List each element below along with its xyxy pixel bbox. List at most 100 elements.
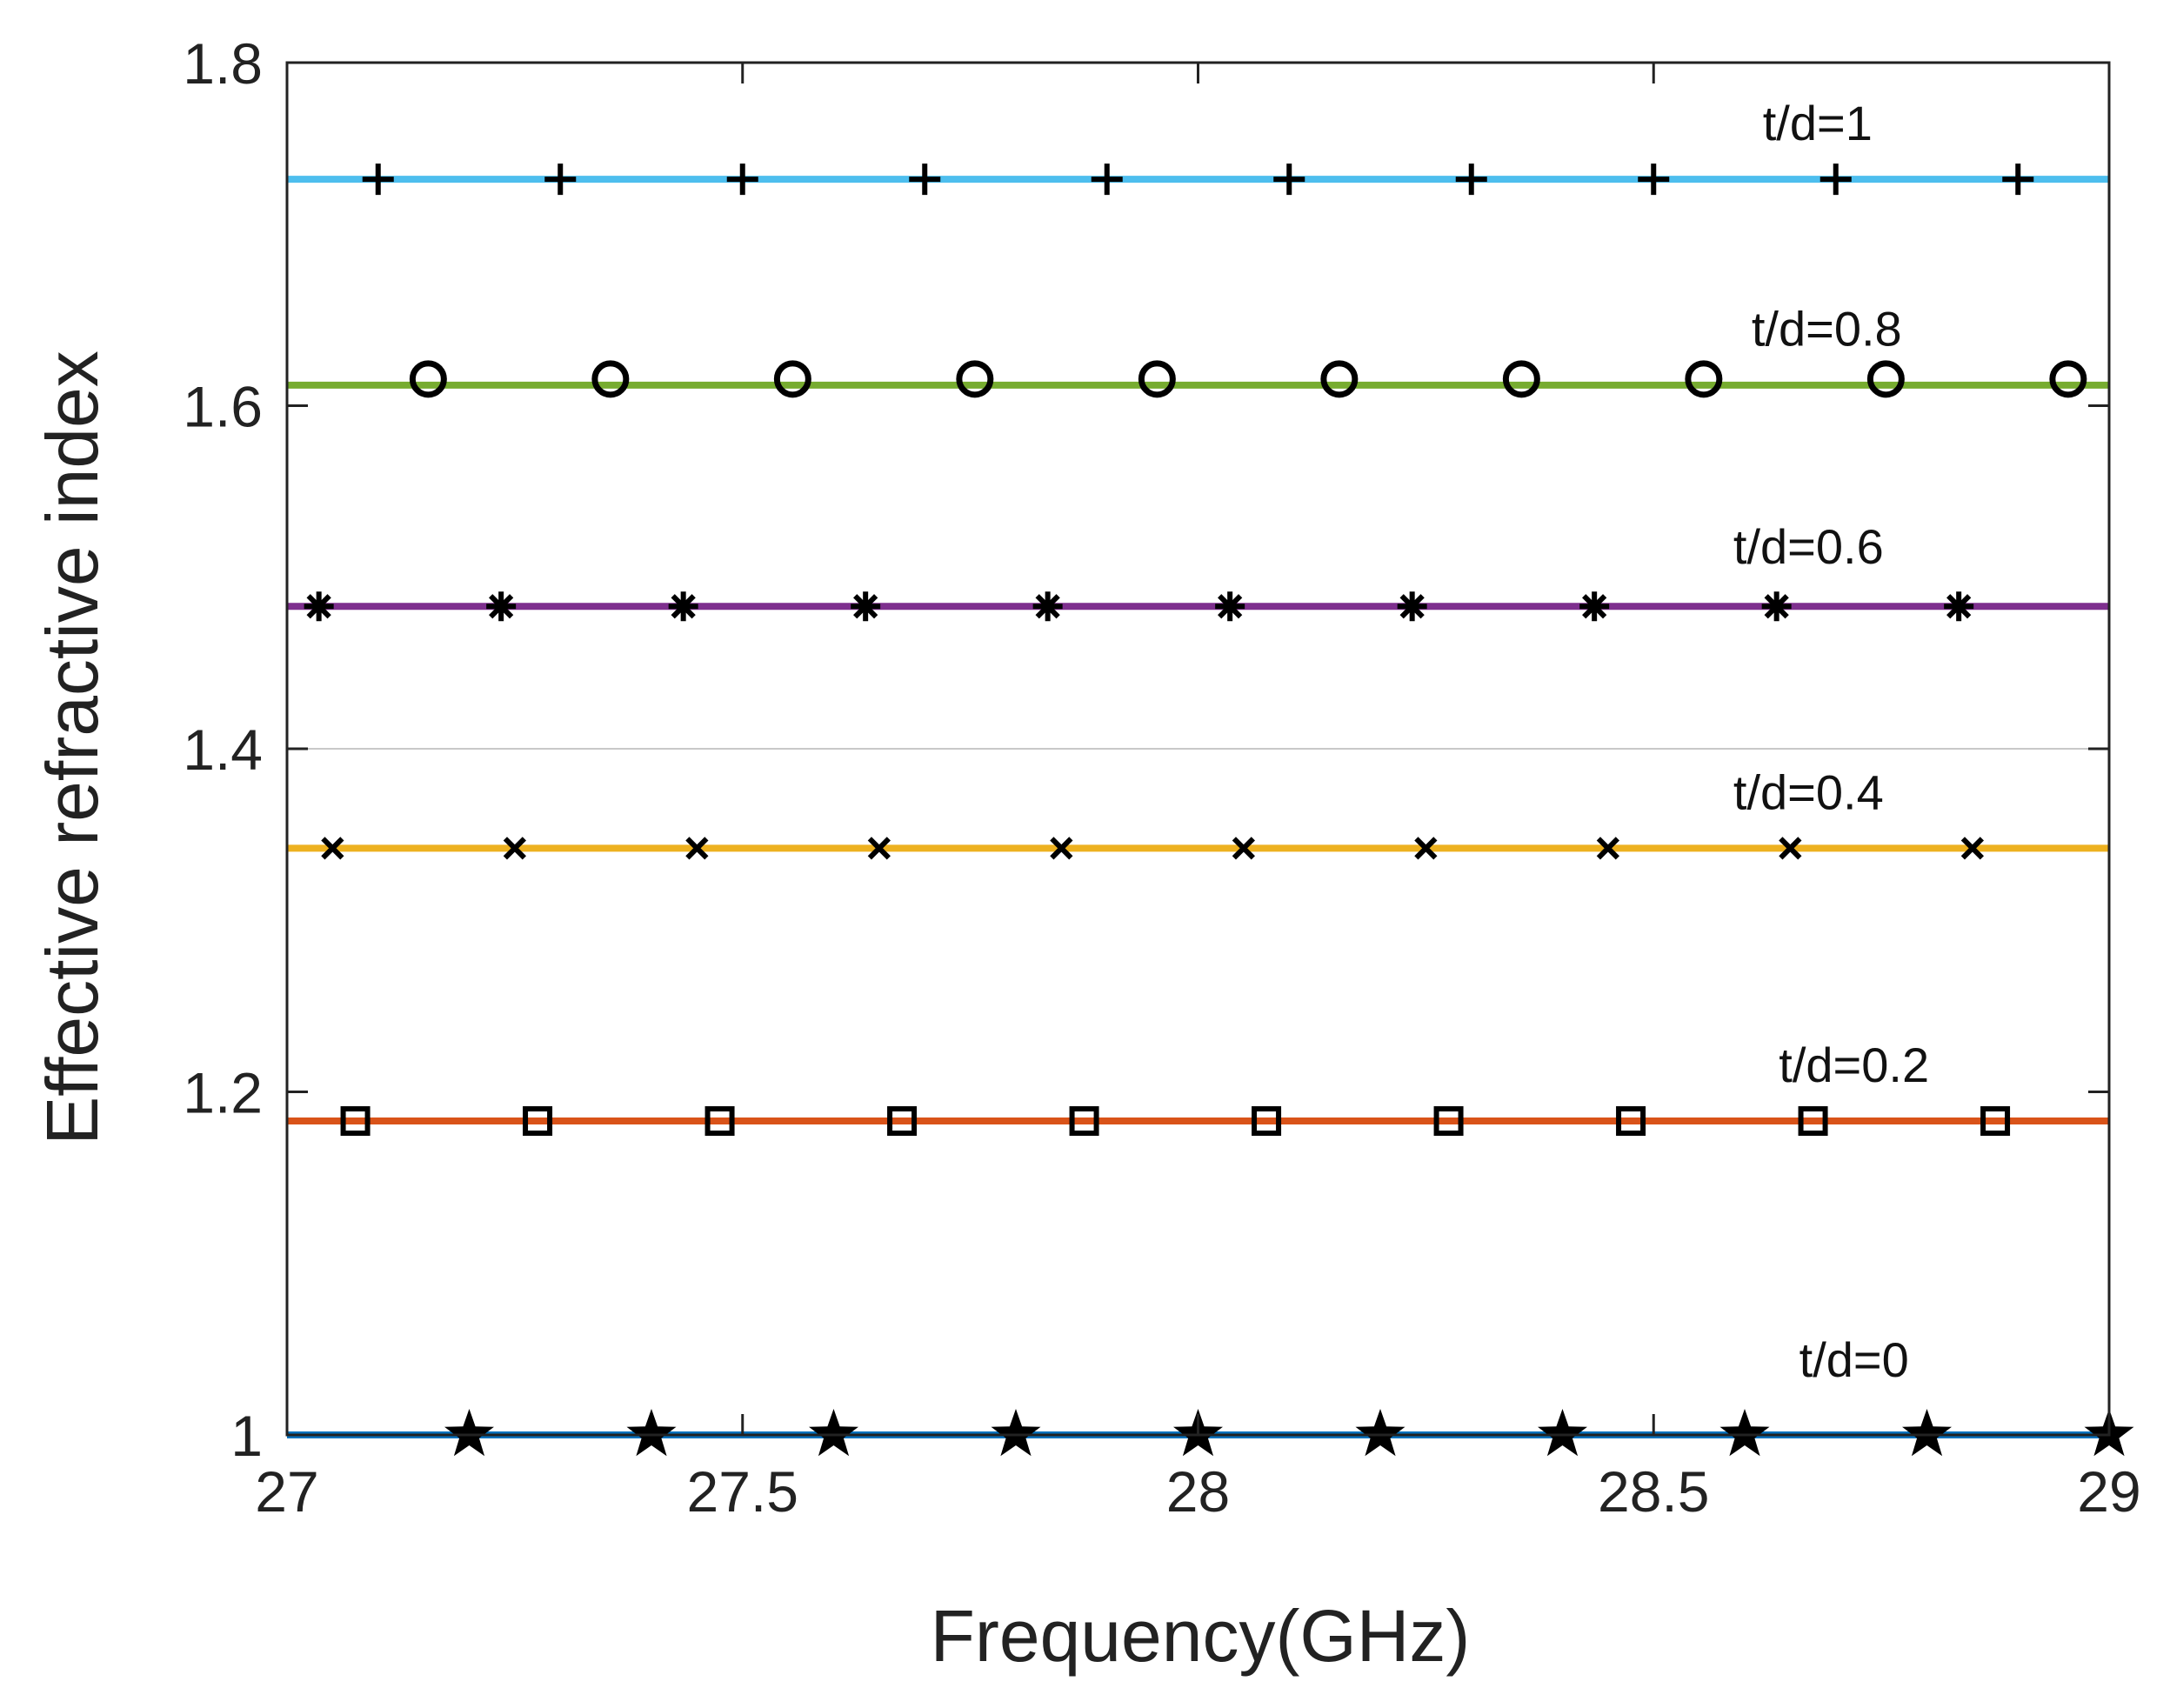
marker-cross-3-7-shape bbox=[1596, 837, 1620, 860]
marker-circle-1-9 bbox=[2049, 360, 2087, 398]
marker-cross-3-9-shape bbox=[1960, 837, 1985, 860]
x-tick-label-1: 27.5 bbox=[687, 1459, 798, 1524]
marker-asterisk-2-7-shape bbox=[1579, 591, 1610, 622]
marker-cross-3-0-shape bbox=[321, 837, 344, 860]
plot-area bbox=[287, 63, 2109, 1435]
marker-plus-0-7-shape bbox=[1638, 163, 1670, 196]
marker-square-4-6-shape bbox=[1433, 1106, 1464, 1137]
series-annotation-0: t/d=1 bbox=[1763, 96, 1873, 150]
marker-cross-3-1 bbox=[503, 837, 526, 860]
marker-square-4-6 bbox=[1433, 1106, 1464, 1137]
marker-plus-0-1-shape bbox=[544, 163, 577, 196]
marker-star-5-7-shape bbox=[1719, 1409, 1770, 1457]
marker-square-4-3-shape bbox=[887, 1106, 918, 1137]
y-tick-label-3: 1.6 bbox=[183, 375, 263, 439]
marker-asterisk-2-1 bbox=[486, 591, 517, 622]
x-tick-label-2: 28 bbox=[1166, 1459, 1230, 1524]
marker-asterisk-2-8 bbox=[1761, 591, 1792, 622]
marker-cross-3-5 bbox=[1232, 837, 1256, 860]
marker-plus-0-6 bbox=[1455, 163, 1487, 196]
marker-star-5-3-shape bbox=[991, 1409, 1041, 1457]
marker-asterisk-2-6 bbox=[1397, 591, 1427, 622]
marker-circle-1-2-shape bbox=[773, 360, 811, 398]
marker-square-4-1-shape bbox=[523, 1106, 553, 1137]
marker-square-4-8 bbox=[1798, 1106, 1828, 1137]
marker-cross-3-2-shape bbox=[685, 837, 709, 860]
marker-star-5-8-shape bbox=[1902, 1409, 1952, 1457]
marker-circle-1-1 bbox=[591, 360, 630, 398]
marker-cross-3-4 bbox=[1050, 837, 1073, 860]
marker-asterisk-2-2-shape bbox=[668, 591, 698, 622]
x-tick-label-0: 27 bbox=[255, 1459, 318, 1524]
marker-plus-0-2-shape bbox=[726, 163, 758, 196]
marker-cross-3-0 bbox=[321, 837, 344, 860]
marker-asterisk-2-0-shape bbox=[304, 591, 334, 622]
marker-star-5-2 bbox=[809, 1409, 858, 1457]
marker-square-4-1 bbox=[523, 1106, 553, 1137]
marker-star-5-6 bbox=[1538, 1409, 1587, 1457]
marker-asterisk-2-2 bbox=[668, 591, 698, 622]
marker-circle-1-6 bbox=[1502, 360, 1540, 398]
marker-square-4-2-shape bbox=[704, 1106, 735, 1137]
marker-asterisk-2-1-shape bbox=[486, 591, 517, 622]
marker-circle-1-7-shape bbox=[1685, 360, 1723, 398]
marker-cross-3-8 bbox=[1779, 837, 1802, 860]
y-tick-label-2: 1.4 bbox=[183, 717, 263, 782]
marker-plus-0-8-shape bbox=[1819, 163, 1852, 196]
marker-square-4-3 bbox=[887, 1106, 918, 1137]
marker-star-5-1 bbox=[626, 1409, 677, 1457]
marker-plus-0-3 bbox=[909, 163, 941, 196]
series-annotation-3: t/d=0.4 bbox=[1733, 764, 1884, 819]
marker-plus-0-3-shape bbox=[909, 163, 941, 196]
marker-star-5-5 bbox=[1355, 1409, 1405, 1457]
marker-star-5-2-shape bbox=[809, 1409, 858, 1457]
marker-cross-3-3-shape bbox=[867, 837, 891, 860]
marker-asterisk-2-4 bbox=[1032, 591, 1063, 622]
marker-plus-0-2 bbox=[726, 163, 758, 196]
x-tick-label-3: 28.5 bbox=[1598, 1459, 1709, 1524]
y-axis-title: Effective refractive index bbox=[31, 350, 113, 1145]
marker-circle-1-9-shape bbox=[2049, 360, 2087, 398]
marker-square-4-9 bbox=[1980, 1106, 2011, 1137]
marker-square-4-8-shape bbox=[1798, 1106, 1828, 1137]
x-tick-label-4: 29 bbox=[2077, 1459, 2140, 1524]
marker-circle-1-3 bbox=[956, 360, 994, 398]
marker-star-5-6-shape bbox=[1538, 1409, 1587, 1457]
marker-plus-0-9 bbox=[2002, 163, 2034, 196]
marker-asterisk-2-7 bbox=[1579, 591, 1610, 622]
series-annotation-2: t/d=0.6 bbox=[1733, 519, 1884, 574]
marker-cross-3-4-shape bbox=[1050, 837, 1073, 860]
marker-square-4-9-shape bbox=[1980, 1106, 2011, 1137]
marker-circle-1-5 bbox=[1320, 360, 1359, 398]
marker-square-4-0-shape bbox=[340, 1106, 371, 1137]
marker-asterisk-2-5 bbox=[1215, 591, 1245, 622]
marker-cross-3-9 bbox=[1960, 837, 1985, 860]
marker-circle-1-1-shape bbox=[591, 360, 630, 398]
series-annotation-1: t/d=0.8 bbox=[1752, 302, 1902, 357]
marker-plus-0-9-shape bbox=[2002, 163, 2034, 196]
marker-circle-1-3-shape bbox=[956, 360, 994, 398]
marker-plus-0-7 bbox=[1638, 163, 1670, 196]
marker-cross-3-5-shape bbox=[1232, 837, 1256, 860]
x-axis-title: Frequency(GHz) bbox=[931, 1595, 1471, 1677]
marker-asterisk-2-3-shape bbox=[851, 591, 881, 622]
y-tick-label-0: 1 bbox=[230, 1404, 263, 1468]
marker-cross-3-7 bbox=[1596, 837, 1620, 860]
y-tick-label-1: 1.2 bbox=[183, 1061, 263, 1125]
marker-square-4-7 bbox=[1616, 1106, 1646, 1137]
marker-circle-1-5-shape bbox=[1320, 360, 1359, 398]
marker-circle-1-6-shape bbox=[1502, 360, 1540, 398]
marker-star-5-0-shape bbox=[444, 1409, 494, 1457]
marker-cross-3-8-shape bbox=[1779, 837, 1802, 860]
marker-plus-0-4 bbox=[1091, 163, 1123, 196]
marker-circle-1-4-shape bbox=[1138, 360, 1176, 398]
marker-circle-1-4 bbox=[1138, 360, 1176, 398]
marker-square-4-5 bbox=[1252, 1106, 1282, 1137]
marker-circle-1-8-shape bbox=[1866, 360, 1905, 398]
y-tick-label-4: 1.8 bbox=[183, 31, 263, 96]
marker-asterisk-2-4-shape bbox=[1032, 591, 1063, 622]
marker-star-5-1-shape bbox=[626, 1409, 677, 1457]
marker-cross-3-1-shape bbox=[503, 837, 526, 860]
marker-star-5-7 bbox=[1719, 1409, 1770, 1457]
series-annotation-4: t/d=0.2 bbox=[1779, 1037, 1929, 1092]
